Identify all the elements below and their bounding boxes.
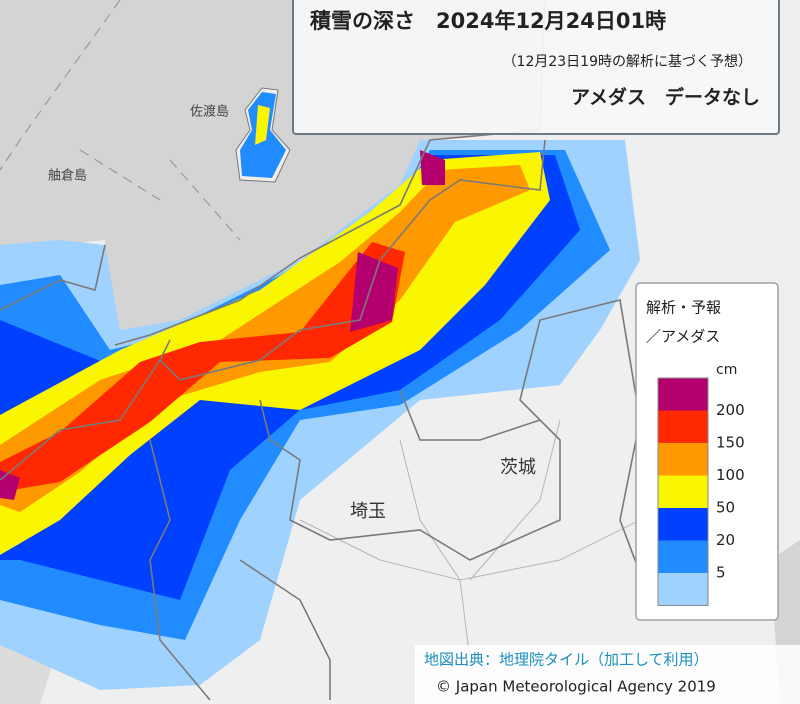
legend-swatch	[658, 410, 708, 444]
legend-label: 150	[716, 434, 745, 452]
place-label: 埼玉	[350, 501, 386, 522]
copyright: © Japan Meteorological Agency 2019	[436, 678, 716, 696]
title-box	[292, 0, 780, 135]
legend-swatch	[658, 475, 708, 509]
legend-label: 100	[716, 466, 745, 484]
coastline	[0, 244, 106, 311]
sea-line	[169, 159, 241, 241]
legend-heading: ／アメダス	[646, 328, 720, 346]
legend-scale: 200 150 100 50 20 5	[657, 377, 745, 606]
pref-boundary	[239, 559, 331, 700]
legend-label: 200	[716, 401, 745, 419]
road	[399, 439, 471, 661]
legend-label: 5	[716, 564, 726, 582]
pref-boundary	[259, 299, 651, 601]
sea-line	[0, 0, 121, 171]
subtitle: （12月23日19時の解析に基づく予想）	[503, 53, 752, 70]
road	[469, 419, 561, 581]
legend-swatch	[658, 508, 708, 541]
snow-area	[255, 105, 270, 145]
legend-swatch	[658, 378, 708, 411]
place-label: 茨城	[500, 457, 536, 478]
legend-label: 50	[716, 499, 735, 517]
legend-heading: 解析・予報	[646, 299, 721, 317]
legend-frame	[657, 377, 709, 606]
pref-boundary	[0, 339, 171, 481]
snow-area	[420, 150, 445, 185]
attribution-box	[415, 645, 800, 704]
place-label: 佐渡島	[190, 104, 229, 120]
pref-boundary	[399, 389, 541, 441]
legend-swatch	[658, 443, 708, 476]
pref-boundary	[149, 439, 211, 701]
pref-boundary	[159, 139, 546, 381]
place-label: 舳倉島	[48, 169, 87, 184]
map-source: 地図出典：地理院タイル（加工して利用）	[424, 651, 709, 669]
snow-area	[0, 242, 405, 492]
legend-unit: cm	[716, 362, 737, 378]
snow-area	[0, 470, 20, 500]
legend-label: 20	[716, 531, 735, 549]
title: 積雪の深さ 2024年12月24日01時	[310, 9, 666, 33]
legend-swatch	[658, 540, 708, 574]
notice: アメダス データなし	[571, 86, 760, 109]
legend-swatch	[658, 573, 708, 606]
